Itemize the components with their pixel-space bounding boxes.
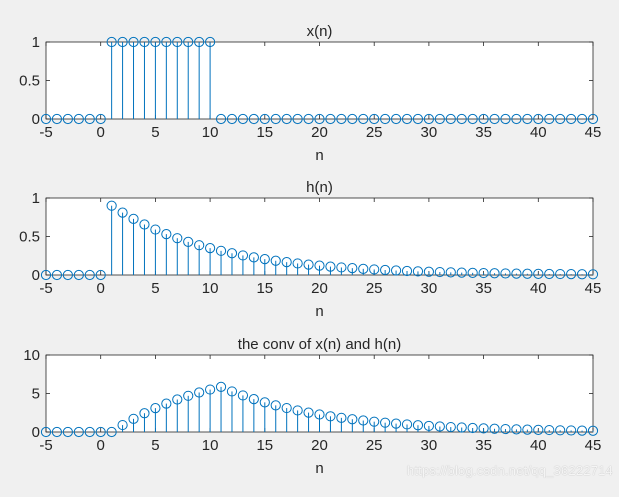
x-tick-label: -5 (39, 124, 52, 141)
y-tick-label: 0.5 (19, 229, 40, 246)
x-tick-label: 15 (256, 437, 273, 454)
x-tick-label: 25 (366, 124, 383, 141)
x-tick-label: 5 (151, 280, 159, 297)
x-tick-label: 35 (475, 437, 492, 454)
x-tick-label: -5 (39, 280, 52, 297)
y-tick-label: 1 (32, 34, 40, 51)
subplot-title: h(n) (306, 179, 333, 196)
x-tick-label: 20 (311, 437, 328, 454)
x-tick-label: 25 (366, 280, 383, 297)
x-axis-label: n (315, 303, 323, 320)
x-tick-label: 10 (202, 124, 219, 141)
x-tick-label: 10 (202, 280, 219, 297)
y-tick-label: 0 (32, 267, 40, 284)
axes-box (46, 42, 593, 119)
x-tick-label: 40 (530, 124, 547, 141)
subplot-title: x(n) (307, 23, 333, 40)
y-tick-label: 1 (32, 190, 40, 207)
x-tick-label: -5 (39, 437, 52, 454)
x-tick-label: 5 (151, 124, 159, 141)
x-tick-label: 30 (421, 280, 438, 297)
x-tick-label: 30 (421, 437, 438, 454)
x-tick-label: 5 (151, 437, 159, 454)
axes-box (46, 198, 593, 275)
x-tick-label: 15 (256, 124, 273, 141)
x-axis-label: n (315, 460, 323, 477)
x-tick-label: 40 (530, 437, 547, 454)
x-tick-label: 0 (97, 280, 105, 297)
x-tick-label: 10 (202, 437, 219, 454)
x-tick-label: 35 (475, 280, 492, 297)
x-axis-label: n (315, 147, 323, 164)
y-tick-label: 10 (23, 347, 40, 364)
x-tick-label: 0 (97, 437, 105, 454)
x-tick-label: 20 (311, 124, 328, 141)
x-tick-label: 40 (530, 280, 547, 297)
x-tick-label: 35 (475, 124, 492, 141)
x-tick-label: 45 (585, 124, 602, 141)
x-tick-label: 45 (585, 437, 602, 454)
y-tick-label: 0 (32, 424, 40, 441)
subplot-title: the conv of x(n) and h(n) (238, 336, 401, 353)
watermark-text: https://blog.csdn.net/qq_36222714 (407, 463, 613, 478)
x-tick-label: 20 (311, 280, 328, 297)
x-tick-label: 0 (97, 124, 105, 141)
y-tick-label: 0.5 (19, 73, 40, 90)
x-tick-label: 15 (256, 280, 273, 297)
x-tick-label: 30 (421, 124, 438, 141)
x-tick-label: 45 (585, 280, 602, 297)
y-tick-label: 0 (32, 111, 40, 128)
x-tick-label: 25 (366, 437, 383, 454)
y-tick-label: 5 (32, 386, 40, 403)
